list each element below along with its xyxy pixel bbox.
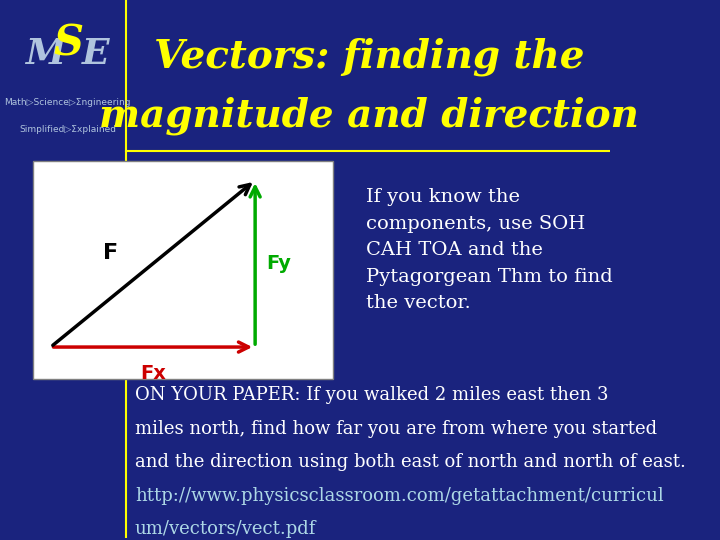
FancyBboxPatch shape [32, 161, 333, 379]
Text: S: S [54, 22, 84, 64]
Text: Simplified▷Σxplained: Simplified▷Σxplained [19, 125, 116, 133]
Text: Vectors: finding the: Vectors: finding the [154, 37, 585, 76]
Text: magnitude and direction: magnitude and direction [99, 97, 639, 135]
Text: Math▷Science▷Σngineering: Math▷Science▷Σngineering [4, 98, 131, 107]
Text: E: E [82, 37, 109, 71]
Text: um/vectors/vect.pdf: um/vectors/vect.pdf [135, 520, 316, 538]
Text: Fx: Fx [140, 364, 166, 383]
Text: Fy: Fy [266, 254, 292, 273]
Text: M: M [24, 37, 65, 71]
Text: ON YOUR PAPER: If you walked 2 miles east then 3: ON YOUR PAPER: If you walked 2 miles eas… [135, 387, 608, 404]
Text: F: F [103, 243, 118, 263]
Text: If you know the
components, use SOH
CAH TOA and the
Pytagorgean Thm to find
the : If you know the components, use SOH CAH … [366, 188, 613, 312]
Text: http://www.physicsclassroom.com/getattachment/curricul: http://www.physicsclassroom.com/getattac… [135, 487, 664, 504]
Text: miles north, find how far you are from where you started: miles north, find how far you are from w… [135, 420, 657, 438]
Text: and the direction using both east of north and north of east.: and the direction using both east of nor… [135, 453, 685, 471]
